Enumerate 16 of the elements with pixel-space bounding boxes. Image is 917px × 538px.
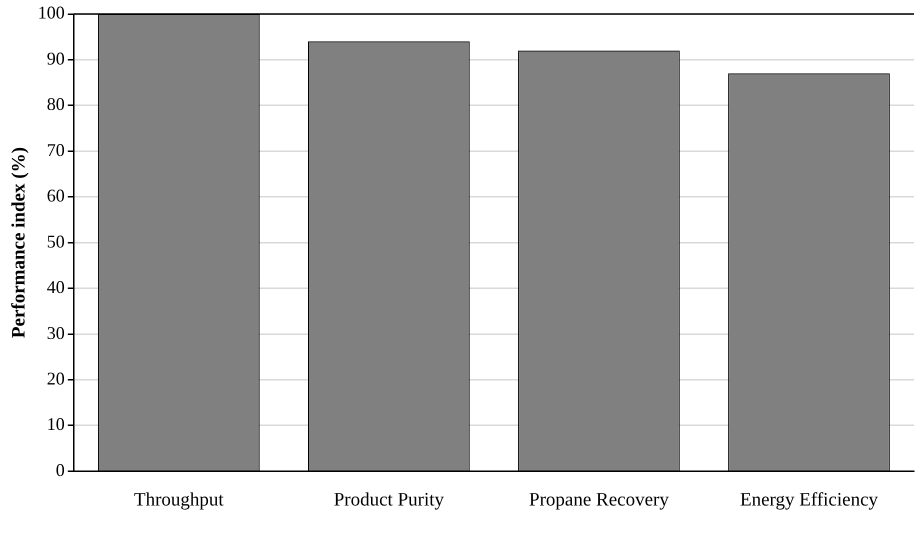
y-tick-label: 60	[46, 186, 65, 206]
y-tick-label: 40	[46, 277, 65, 298]
y-tick-label: 30	[46, 322, 65, 343]
y-tick-label: 0	[56, 460, 65, 480]
y-tick-label: 90	[46, 48, 65, 68]
x-tick-label: Energy Efficiency	[740, 490, 878, 511]
y-tick-label: 80	[46, 94, 65, 114]
x-tick-label: Product Purity	[334, 490, 445, 511]
y-tick-label: 70	[46, 140, 65, 160]
y-tick-label: 100	[38, 2, 65, 23]
x-tick-label: Propane Recovery	[529, 490, 670, 511]
y-tick-label: 20	[46, 368, 65, 388]
y-tick-label: 10	[46, 414, 65, 434]
y-tick-label: 50	[46, 231, 65, 252]
x-tick-label: Throughput	[134, 490, 224, 511]
y-axis-title: Performance index (%)	[8, 147, 30, 338]
